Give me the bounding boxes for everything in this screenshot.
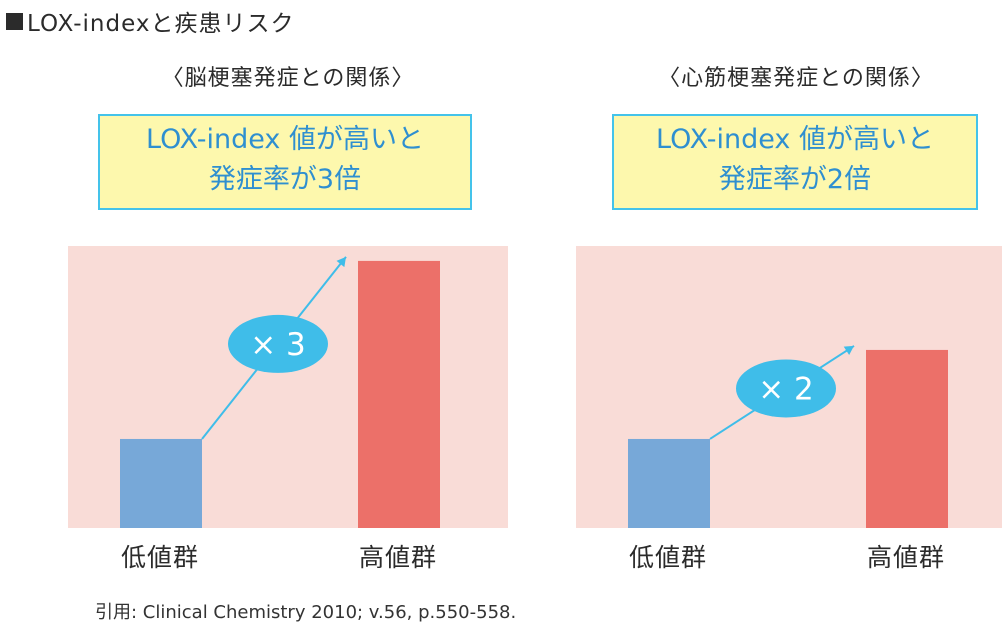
chart-title: 〈脳梗塞発症との関係〉 bbox=[161, 66, 415, 91]
trend-arrow-head bbox=[843, 345, 854, 356]
multiplier-badge bbox=[228, 314, 328, 373]
category-label-high: 高値群 bbox=[358, 543, 437, 572]
page-title-text: LOX-indexと疾患リスク bbox=[27, 11, 295, 37]
plot-area: × 2 bbox=[576, 246, 1002, 528]
category-label-high: 高値群 bbox=[866, 543, 945, 572]
callout-line-2: 発症率が2倍 bbox=[718, 164, 872, 195]
multiplier-badge bbox=[736, 359, 836, 418]
callout-line-1: LOX-index 値が高いと bbox=[146, 124, 424, 155]
category-label-low: 低値群 bbox=[120, 543, 199, 572]
page-title: LOX-indexと疾患リスク bbox=[6, 4, 294, 38]
callout-line-1: LOX-index 値が高いと bbox=[656, 124, 934, 155]
callout-box: LOX-index 値が高いと 発症率が2倍 bbox=[612, 114, 978, 210]
square-bullet-icon bbox=[6, 12, 23, 30]
bar-high bbox=[358, 260, 440, 528]
plot-area: × 3 bbox=[68, 246, 508, 528]
trend-arrow-head bbox=[336, 256, 346, 268]
source-citation: 引用: Clinical Chemistry 2010; v.56, p.550… bbox=[95, 602, 517, 623]
bar-low bbox=[628, 438, 710, 528]
multiplier-label: × 2 bbox=[758, 371, 814, 407]
callout-line-2: 発症率が3倍 bbox=[208, 164, 362, 195]
bar-high bbox=[866, 349, 948, 528]
bar-chart-stroke: × 3 bbox=[120, 256, 440, 528]
chart-panel-mi: 〈心筋梗塞発症との関係〉 LOX-index 値が高いと 発症率が2倍 × 2 … bbox=[576, 0, 1002, 600]
chart-panel-stroke: 〈脳梗塞発症との関係〉 LOX-index 値が高いと 発症率が3倍 × 3 低… bbox=[68, 0, 508, 600]
chart-title: 〈心筋梗塞発症との関係〉 bbox=[658, 66, 934, 91]
multiplier-label: × 3 bbox=[250, 327, 306, 363]
bar-chart-mi: × 2 bbox=[628, 345, 948, 528]
category-label-low: 低値群 bbox=[628, 543, 707, 572]
callout-box: LOX-index 値が高いと 発症率が3倍 bbox=[98, 114, 472, 210]
bar-low bbox=[120, 438, 202, 528]
